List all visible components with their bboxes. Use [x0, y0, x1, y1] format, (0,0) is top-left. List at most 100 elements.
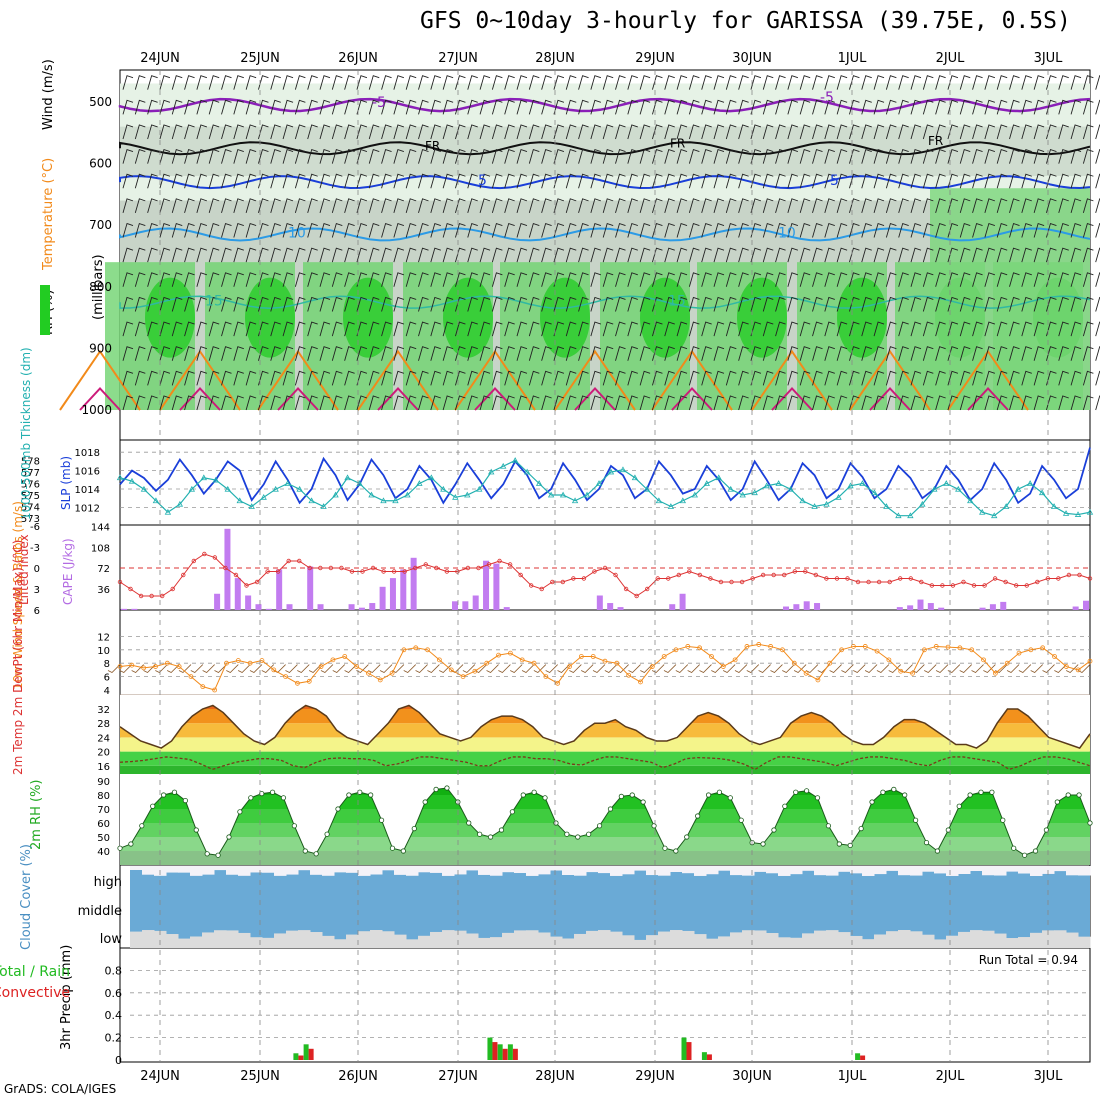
wind-barb — [319, 149, 331, 164]
wind-barb — [725, 198, 737, 214]
wind-speed-marker — [555, 680, 561, 686]
thickness-label: 1000-500mb Thickness (dm) — [19, 347, 33, 520]
surface-wind-barb — [1065, 664, 1079, 674]
wind-barb — [1058, 173, 1069, 189]
rh-marker — [204, 851, 210, 857]
wind-barb — [713, 124, 725, 140]
high-cloud-gap — [622, 866, 635, 875]
wind-barb — [491, 395, 503, 411]
wind-barb — [898, 395, 909, 411]
wind-speed-marker — [969, 647, 975, 653]
cape-bar — [369, 603, 376, 610]
cape-bar — [317, 604, 324, 610]
high-cloud-gap — [574, 866, 587, 876]
wind-barb — [775, 321, 786, 337]
thickness-marker — [619, 466, 627, 473]
wind-barb — [738, 395, 749, 411]
wind-barb — [775, 99, 786, 115]
surface-wind-barb — [249, 664, 263, 674]
high-cloud-gap — [1054, 866, 1067, 872]
wind-barb — [1070, 321, 1082, 337]
wind-barb — [1033, 272, 1045, 287]
wind-barb — [455, 370, 466, 386]
wind-speed-marker — [590, 654, 596, 659]
wind-barb — [455, 395, 466, 411]
wind-speed-marker — [1063, 664, 1069, 669]
wind-barb — [307, 99, 318, 115]
thickness-marker — [727, 485, 734, 492]
wind-barb — [270, 149, 281, 164]
wind-barb — [393, 222, 405, 238]
wind-barb — [455, 296, 466, 312]
cape-bar — [265, 608, 272, 610]
wind-barb — [725, 247, 737, 263]
low-cloud-gap — [142, 930, 155, 948]
rh-marker — [934, 848, 941, 854]
li-marker — [307, 565, 312, 571]
wind-barb — [590, 173, 602, 189]
wind-barb — [368, 272, 380, 287]
wind-barb — [996, 272, 1008, 287]
low-cloud-gap — [718, 936, 731, 948]
wind-barb — [184, 395, 195, 411]
wind-barb — [1009, 222, 1020, 238]
wind-barb — [836, 222, 848, 238]
wind-barb — [221, 222, 232, 238]
wind-barb — [750, 75, 762, 90]
wind-barb — [738, 124, 749, 140]
wind-barb — [393, 124, 405, 140]
wind-barb — [208, 247, 220, 263]
wind-barb — [910, 321, 922, 337]
wind-barb — [344, 247, 355, 263]
date-label-top: 29JUN — [635, 51, 675, 66]
wind-barb — [541, 370, 552, 386]
wind-barb — [171, 395, 183, 411]
wind-barb — [208, 173, 220, 189]
wind-barb — [578, 198, 589, 214]
cape-bar — [927, 603, 934, 610]
wind-barb — [553, 296, 565, 312]
wind-barb — [898, 370, 909, 386]
wind-barb — [750, 198, 762, 214]
wind-speed-marker — [153, 664, 158, 669]
wind-barb — [196, 99, 208, 115]
low-cloud-gap — [418, 935, 431, 948]
high-cloud-gap — [502, 866, 515, 873]
thickness-marker — [1038, 489, 1046, 496]
contour-label: -5 — [372, 95, 386, 111]
wind-barb — [331, 198, 343, 214]
wind-barb — [972, 321, 983, 337]
rh-marker — [695, 813, 701, 819]
wind-barb — [147, 395, 158, 411]
wind-barb — [959, 395, 971, 411]
wind-barb — [418, 124, 429, 140]
high-cloud-gap — [958, 866, 971, 875]
wind-barb — [171, 321, 183, 337]
wind-barb — [824, 296, 835, 312]
high-cloud-gap — [238, 866, 251, 876]
wind-barb — [664, 247, 675, 263]
wind-barb — [910, 222, 922, 238]
wind-barb — [996, 75, 1008, 90]
wind-barb — [996, 247, 1008, 263]
date-label-top: 27JUN — [438, 51, 478, 66]
low-cloud-gap — [682, 930, 695, 948]
wind-barb — [504, 321, 515, 337]
wind-barb — [455, 272, 466, 287]
wind-barb — [615, 173, 626, 189]
wind-barb — [1070, 370, 1082, 386]
wind-barb — [578, 370, 589, 386]
wind-barb — [947, 272, 959, 287]
wind-barb — [996, 346, 1008, 361]
wind-speed-marker — [1040, 645, 1046, 651]
wind-barb — [442, 173, 454, 189]
wind-speed-marker — [981, 657, 986, 663]
wind-barb — [331, 247, 343, 263]
thickness-marker — [272, 485, 279, 492]
low-cloud-gap — [670, 930, 683, 948]
wind-barb — [245, 124, 257, 140]
wind-barb — [171, 173, 183, 189]
wind-barb — [516, 272, 528, 287]
wind-barb — [159, 173, 171, 189]
wind-barb — [725, 124, 737, 140]
